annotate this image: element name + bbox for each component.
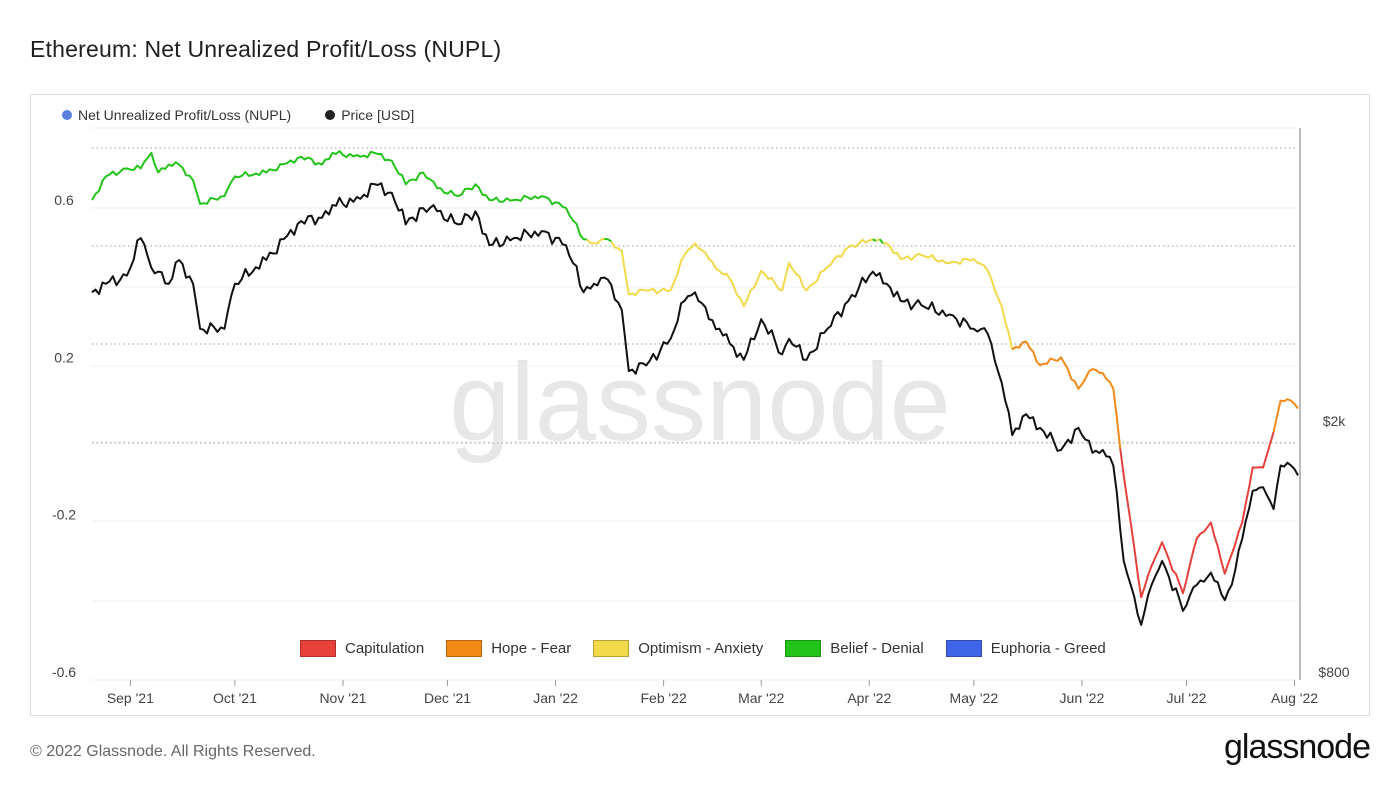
belief-denial-swatch: [785, 640, 822, 657]
legend-item-price[interactable]: Price [USD]: [325, 107, 414, 123]
legend-label-euphoria-greed: Euphoria - Greed: [990, 640, 1106, 657]
x-tick-label: Mar '22: [738, 690, 784, 706]
nupl-series-segment: [1119, 431, 1275, 599]
x-tick-label: Apr '22: [847, 690, 891, 706]
nupl-series-segment: [586, 237, 605, 245]
x-tick-label: Jan '22: [533, 690, 578, 706]
hope-fear-swatch: [446, 640, 483, 657]
nupl-series-segment: [875, 238, 881, 242]
x-tick-label: Oct '21: [213, 690, 257, 706]
nupl-series-segment: [1272, 398, 1299, 433]
euphoria-greed-swatch: [945, 640, 982, 657]
watermark: glassnode: [449, 341, 951, 464]
chart-panel: [30, 94, 1370, 716]
copyright-footer: © 2022 Glassnode. All Rights Reserved.: [30, 743, 316, 760]
legend-item-nupl[interactable]: Net Unrealized Profit/Loss (NUPL): [62, 107, 291, 123]
x-tick-label: Jul '22: [1166, 690, 1206, 706]
y-left-tick-label: 0.6: [54, 192, 74, 208]
legend-item-euphoria-greed[interactable]: Euphoria - Greed: [945, 640, 1106, 657]
legend-label-nupl: Net Unrealized Profit/Loss (NUPL): [78, 107, 292, 123]
legend-label-belief-denial: Belief - Denial: [830, 640, 924, 657]
x-tick-label: May '22: [950, 690, 999, 706]
nupl-series-segment: [883, 242, 1014, 350]
y-left-tick-label: -0.6: [52, 664, 76, 680]
nupl-series-segment: [1011, 340, 1122, 449]
nupl-series-segment: [610, 238, 874, 308]
y-left-tick-label: -0.2: [52, 507, 76, 523]
legend-label-capitulation: Capitulation: [345, 640, 425, 657]
optimism-anxiety-swatch: [593, 640, 630, 657]
legend-item-capitulation[interactable]: Capitulation: [300, 640, 424, 657]
legend-item-hope-fear[interactable]: Hope - Fear: [446, 640, 571, 657]
price-series-line: [91, 182, 1299, 626]
legend-label-optimism-anxiety: Optimism - Anxiety: [638, 640, 764, 657]
price-dot-icon: [325, 110, 336, 120]
legend-label-price: Price [USD]: [341, 107, 415, 123]
nupl-series-segment: [91, 150, 587, 241]
legend-item-belief-denial[interactable]: Belief - Denial: [785, 640, 924, 657]
capitulation-swatch: [300, 640, 336, 657]
x-tick-label: Nov '21: [319, 690, 366, 706]
series-legend: Net Unrealized Profit/Loss (NUPL) Price …: [62, 107, 414, 123]
x-tick-label: Sep '21: [107, 690, 154, 706]
x-tick-label: Aug '22: [1271, 690, 1318, 706]
y-right-tick-label: $2k: [1323, 413, 1347, 429]
nupl-series-segment: [878, 238, 884, 245]
nupl-series-segment: [872, 238, 877, 242]
nupl-series-segment: [604, 237, 612, 243]
y-right-tick-label: $800: [1318, 664, 1349, 680]
x-tick-label: Feb '22: [640, 690, 686, 706]
x-tick-label: Dec '21: [424, 690, 471, 706]
zone-legend: Capitulation Hope - Fear Optimism - Anxi…: [300, 640, 1106, 657]
page-title: Ethereum: Net Unrealized Profit/Loss (NU…: [30, 36, 502, 62]
legend-label-hope-fear: Hope - Fear: [491, 640, 572, 657]
legend-item-optimism-anxiety[interactable]: Optimism - Anxiety: [593, 640, 763, 657]
x-tick-label: Jun '22: [1060, 690, 1105, 706]
y-left-tick-label: 0.2: [54, 349, 74, 365]
glassnode-logo[interactable]: glassnode: [1223, 728, 1371, 766]
nupl-dot-icon: [62, 110, 72, 120]
